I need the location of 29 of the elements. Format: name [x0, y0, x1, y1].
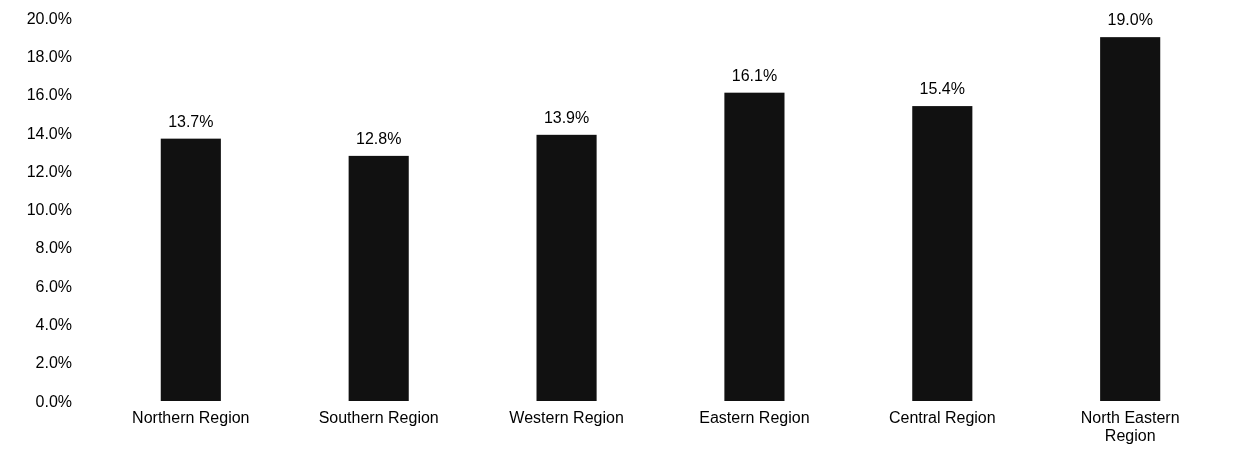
y-tick-label: 16.0%	[26, 86, 72, 104]
y-tick-label: 2.0%	[35, 354, 72, 372]
y-tick-label: 4.0%	[35, 316, 72, 334]
y-tick-label: 10.0%	[26, 201, 72, 219]
y-tick-label: 18.0%	[26, 47, 72, 65]
bar	[160, 138, 221, 401]
y-tick-label: 20.0%	[26, 9, 72, 27]
y-tick-label: 6.0%	[35, 277, 72, 295]
bar	[912, 106, 973, 401]
y-tick-label: 12.0%	[26, 162, 72, 180]
data-label: 13.7%	[168, 112, 214, 130]
y-tick-label: 8.0%	[35, 239, 72, 257]
x-tick-label: Western Region	[509, 409, 624, 426]
y-tick-label: 0.0%	[35, 392, 72, 410]
x-tick-label: North Eastern Region	[1080, 409, 1180, 444]
data-label: 19.0%	[1107, 11, 1153, 29]
x-tick-label: Northern Region	[132, 409, 250, 426]
data-label: 13.9%	[543, 108, 590, 126]
bar	[536, 134, 597, 401]
data-label: 12.8%	[356, 129, 402, 147]
data-label: 16.1%	[731, 66, 778, 84]
data-label: 15.4%	[919, 80, 965, 98]
x-tick-label: Southern Region	[318, 409, 439, 426]
bar	[724, 92, 785, 401]
x-tick-label: Central Region	[888, 409, 996, 426]
x-tick-label: Eastern Region	[699, 409, 810, 426]
y-tick-label: 14.0%	[26, 124, 72, 142]
bar	[348, 155, 409, 401]
bar	[1100, 37, 1161, 401]
